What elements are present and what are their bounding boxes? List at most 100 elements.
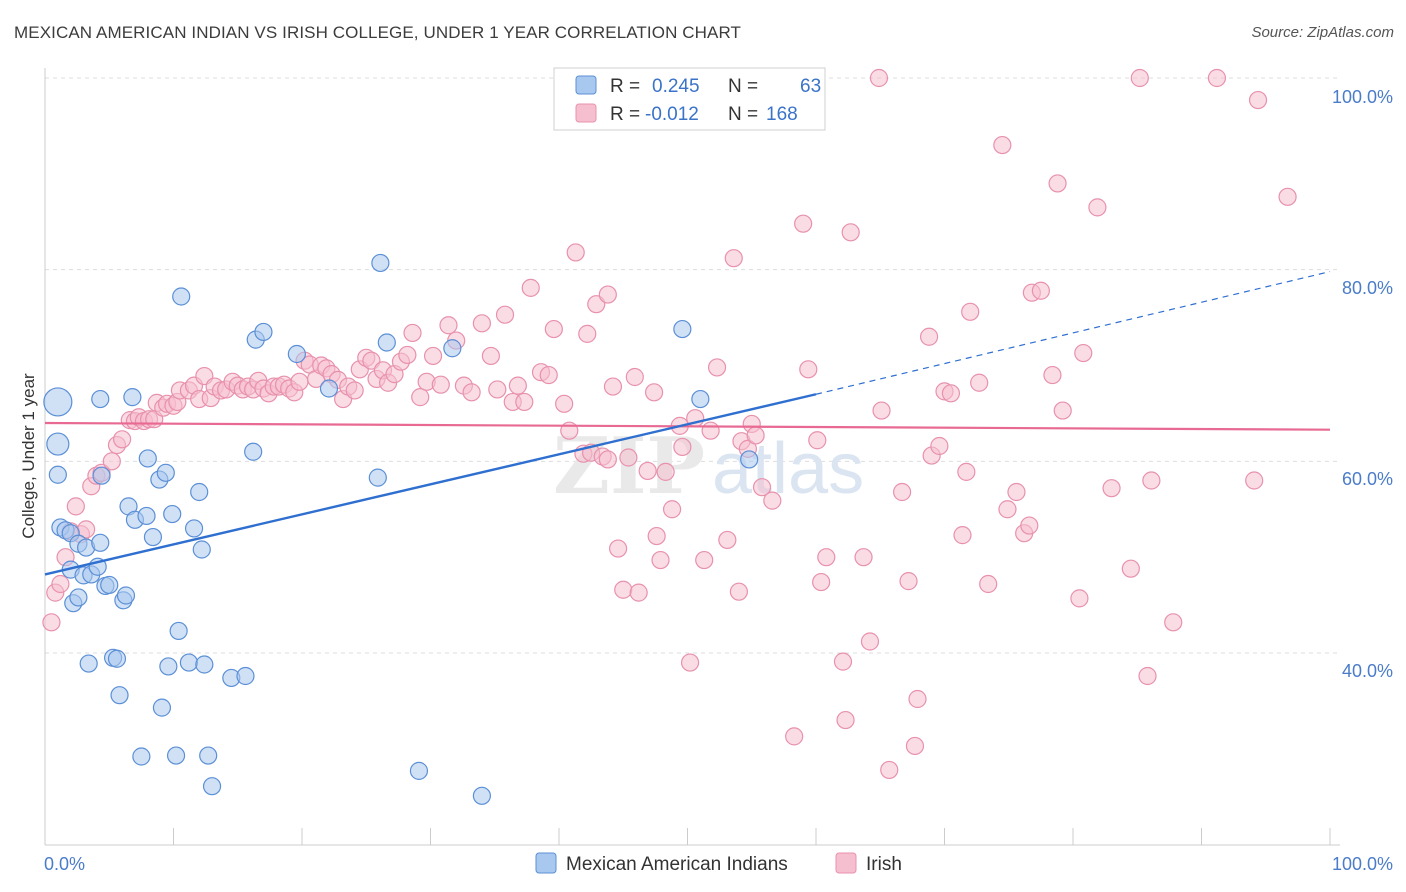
mexican-american-indians-point xyxy=(368,468,387,487)
irish-point xyxy=(919,327,939,346)
legend-swatch-pink xyxy=(575,103,597,123)
irish-point xyxy=(1245,471,1264,490)
irish-point xyxy=(42,613,61,632)
irish-point xyxy=(812,572,831,592)
irish-point xyxy=(961,302,980,321)
irish-point xyxy=(941,384,961,403)
y-tick-labels: 40.0% 60.0% 80.0% 100.0% xyxy=(1332,87,1393,681)
irish-point xyxy=(1007,482,1026,502)
legend-r-value: -0.012 xyxy=(645,104,699,125)
irish-point xyxy=(701,421,720,440)
mexican-american-indians-point xyxy=(195,655,214,674)
mexican-american-indians-point xyxy=(472,786,491,805)
source-attribution: Source: ZipAtlas.com xyxy=(1251,24,1394,41)
legend-r-label: R = xyxy=(610,76,640,97)
irish-point xyxy=(979,574,998,594)
irish-point xyxy=(508,376,527,395)
bottom-legend-label-pink: Irish xyxy=(866,854,902,875)
irish-point xyxy=(1043,365,1062,385)
irish-point xyxy=(1142,471,1161,490)
trend-lines xyxy=(44,270,1331,576)
irish-point xyxy=(488,380,507,399)
irish-point xyxy=(841,223,860,242)
irish-point xyxy=(481,346,500,366)
mexican-american-indians-point xyxy=(91,389,110,409)
mexican-american-indians-point xyxy=(179,653,199,672)
irish-point xyxy=(794,214,813,233)
irish-point xyxy=(619,448,638,467)
mexican-american-indians-point xyxy=(377,333,396,352)
irish-point xyxy=(651,550,670,570)
irish-point xyxy=(1020,516,1039,535)
y-tick-label: 80.0% xyxy=(1342,278,1393,298)
irish-point xyxy=(785,727,804,746)
mexican-american-indians-point xyxy=(190,482,209,502)
irish-point xyxy=(998,500,1017,519)
mexican-american-indians-point xyxy=(159,657,178,676)
irish-point xyxy=(880,760,899,780)
mexican-american-indians-point xyxy=(138,449,157,468)
legend-n-label: N = xyxy=(728,76,758,97)
irish-point xyxy=(993,135,1012,155)
irish-point xyxy=(892,482,912,502)
mexican-american-indians-point xyxy=(244,442,263,461)
mexican-american-indians-point xyxy=(184,519,204,538)
mexican-american-indians-point xyxy=(254,322,273,342)
chart-title: MEXICAN AMERICAN INDIAN VS IRISH COLLEGE… xyxy=(14,23,742,42)
mexican-american-indians-trend-line xyxy=(44,393,817,576)
legend-r-label: R = xyxy=(610,104,640,125)
mexican-american-indians-point xyxy=(156,463,175,482)
mexican-american-indians-point xyxy=(107,649,127,668)
irish-point xyxy=(1088,198,1107,217)
irish-point xyxy=(598,450,617,469)
irish-point xyxy=(763,491,782,510)
mexican-american-indians-point xyxy=(100,575,119,595)
irish-point xyxy=(680,653,700,672)
y-tick-label: 40.0% xyxy=(1342,661,1393,681)
irish-point xyxy=(1207,68,1227,88)
x-tick-label-max: 100.0% xyxy=(1332,854,1393,874)
mexican-american-indians-point xyxy=(163,504,182,524)
irish-point xyxy=(515,392,534,412)
mexican-american-indians-point xyxy=(172,287,191,306)
stats-legend: R = 0.245 N = 63 R = -0.012 N = 168 xyxy=(553,67,826,131)
mexican-american-indians-point xyxy=(192,540,211,559)
mexican-american-indians-point xyxy=(137,506,156,526)
irish-point xyxy=(51,574,70,594)
mexican-american-indians-point xyxy=(110,686,129,705)
bottom-legend: Mexican American Indians Irish xyxy=(535,852,902,875)
irish-point xyxy=(495,305,515,324)
legend-n-value: 63 xyxy=(800,76,821,97)
mexican-american-indians-point xyxy=(132,747,151,766)
mexican-american-indians-point xyxy=(371,253,390,273)
irish-point xyxy=(930,436,949,456)
irish-point xyxy=(718,530,737,550)
watermark: ZIP atlas xyxy=(553,421,864,512)
mexican-american-indians-point xyxy=(116,586,136,605)
mexican-american-indians-point xyxy=(287,344,306,364)
mexican-american-indians-point xyxy=(91,533,110,552)
x-ticks xyxy=(44,828,1331,845)
irish-point xyxy=(603,377,623,396)
mexican-american-indians-point xyxy=(123,388,142,407)
irish-point xyxy=(398,345,417,365)
irish-point xyxy=(860,632,880,651)
mexican-american-indians-point xyxy=(143,527,163,547)
irish-point xyxy=(644,383,664,402)
irish-point xyxy=(899,572,918,591)
mexican-american-indians-point xyxy=(43,387,73,417)
irish-point xyxy=(1130,68,1149,88)
mexican-american-indians-point xyxy=(166,746,186,765)
irish-point xyxy=(1053,401,1072,420)
y-axis-title: College, Under 1 year xyxy=(19,373,38,539)
irish-point xyxy=(638,461,657,481)
irish-point xyxy=(290,372,309,391)
mexican-american-indians-point xyxy=(199,746,218,765)
axes xyxy=(44,68,1340,846)
irish-point xyxy=(724,249,743,268)
mexican-american-indians-point xyxy=(740,450,759,469)
irish-point xyxy=(555,394,574,413)
irish-point xyxy=(833,652,853,671)
irish-point xyxy=(905,736,925,756)
irish-point xyxy=(869,68,889,88)
